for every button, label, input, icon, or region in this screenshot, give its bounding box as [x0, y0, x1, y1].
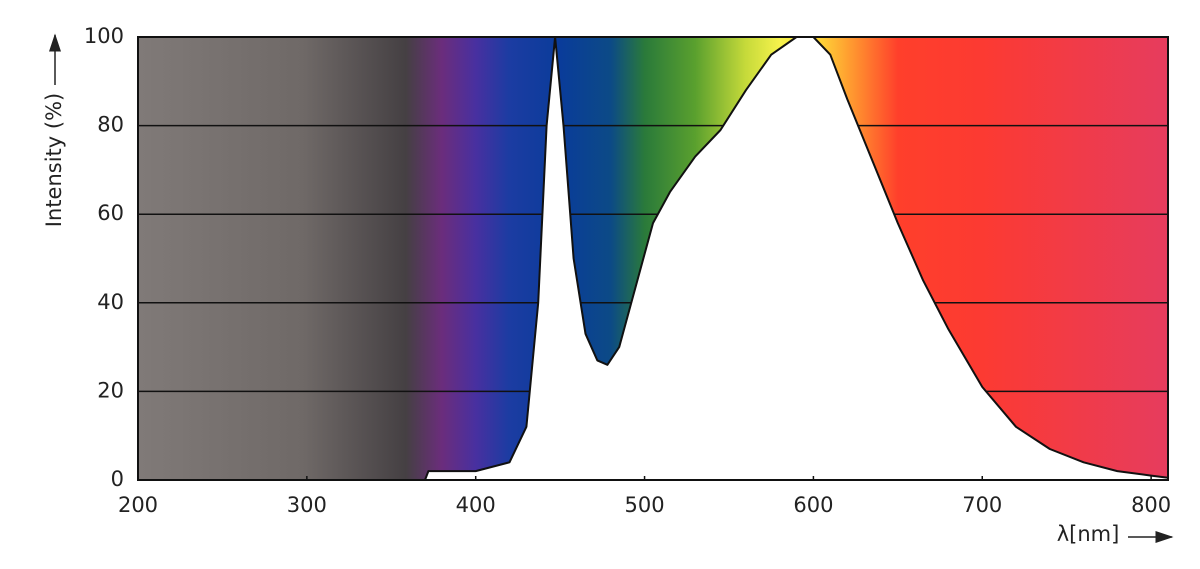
plot-frame [137, 36, 1169, 481]
x-tick-label: 400 [456, 493, 496, 517]
x-tick-label: 600 [793, 493, 833, 517]
y-tick-label: 100 [84, 24, 124, 48]
y-axis-label: Intensity (%) [42, 93, 66, 227]
x-tick-label: 500 [625, 493, 665, 517]
x-axis-label: λ[nm] [1057, 522, 1120, 546]
y-tick-label: 60 [97, 201, 124, 225]
x-tick-label: 700 [962, 493, 1002, 517]
x-tick-label: 800 [1131, 493, 1171, 517]
y-tick-label: 0 [111, 467, 124, 491]
y-tick-label: 20 [97, 378, 124, 402]
x-tick-label: 200 [118, 493, 158, 517]
y-tick-label: 80 [97, 113, 124, 137]
curve [424, 36, 1169, 481]
x-tick-label: 300 [287, 493, 327, 517]
y-tick-label: 40 [97, 290, 124, 314]
area [425, 37, 1168, 480]
